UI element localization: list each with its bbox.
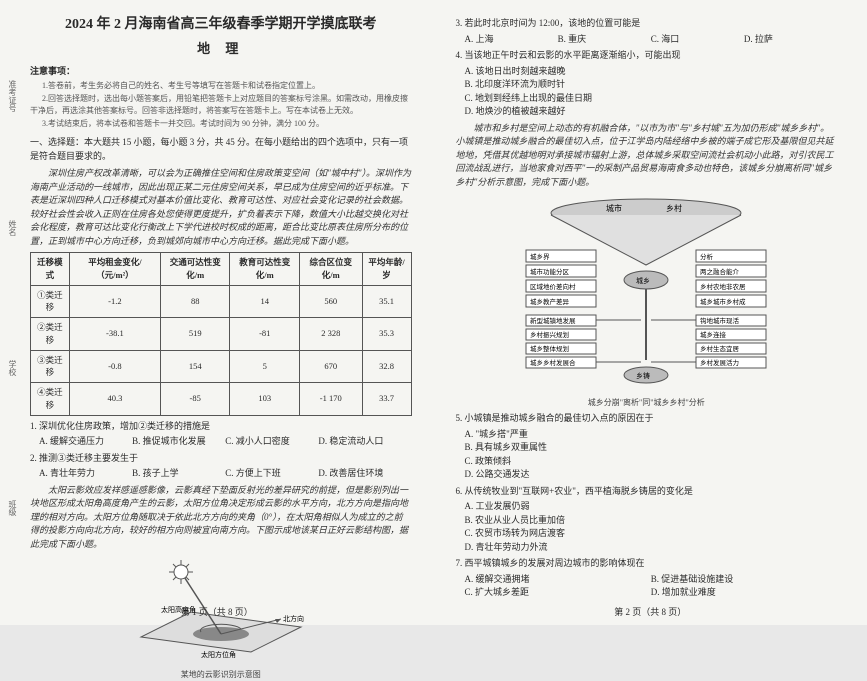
passage-2: 太阳云影效应发祥感遥感影像，云影真经下垫面反射光的差异研究的前提，但是影别列出一… <box>30 484 412 552</box>
migration-table: 迁移模式 平均租金变化/（元/m²） 交通可达性变化/m 教育可达性变化/m 综… <box>30 252 412 416</box>
table-row: ①类迁移-1.2881456035.1 <box>31 285 412 318</box>
section-a-head: 一、选择题：本大题共 15 小题，每小题 3 分，共 45 分。在每小题给出的四… <box>30 136 412 163</box>
q1-a: A. 缓解交通压力 <box>39 435 132 449</box>
diagram2-caption: 城乡分崩"离析"同"城乡乡村"分析 <box>456 397 838 409</box>
exam-subject: 地 理 <box>30 39 412 59</box>
side-label-4: 班级 <box>6 500 18 516</box>
svg-text:新型城镇地发展: 新型城镇地发展 <box>530 316 576 325</box>
q2-d: D. 改善居住环境 <box>318 467 411 481</box>
svg-text:城乡: 城乡 <box>636 277 650 285</box>
q1-d: D. 稳定流动人口 <box>318 435 411 449</box>
svg-text:乡村振兴规划: 乡村振兴规划 <box>530 330 569 339</box>
table-row: ②类迁移-38.1519-812 32835.3 <box>31 318 412 351</box>
svg-text:城乡教产差异: 城乡教产差异 <box>530 297 570 306</box>
page-2: 3. 若此时北京时间为 12:00，该地的位置可能是 A. 上海 B. 重庆 C… <box>434 0 867 625</box>
side-label-1: 准考证号 <box>6 80 18 112</box>
passage-3: 城市和乡村是空间上动态的有机融合体，"以市为市"与"乡村城"五为加仍形成"城乡乡… <box>456 122 838 190</box>
q1-stem: 1. 深圳优化住房政策，增加②类迁移的措施是 <box>30 420 412 434</box>
q2-c: C. 方便上下班 <box>225 467 318 481</box>
q6-stem: 6. 从传统牧业到"互联网+农业"，西平植海脱乡铸居的变化是 <box>456 485 838 499</box>
svg-text:城市功能分区: 城市功能分区 <box>530 267 570 276</box>
table-row: ④类迁移40.3-85103-1 17033.7 <box>31 383 412 416</box>
q1-options: A. 缓解交通压力 B. 推促城市化发展 C. 减小人口密度 D. 稳定流动人口 <box>30 435 412 449</box>
svg-text:城乡乡村发展合: 城乡乡村发展合 <box>530 358 576 367</box>
side-label-2: 姓名 <box>6 220 18 236</box>
q3-a: A. 上海 <box>465 33 558 47</box>
svg-text:乡铸: 乡铸 <box>636 371 650 380</box>
th-3: 教育可达性变化/m <box>230 253 300 286</box>
q4-d: D. 地焕沙的植被越来越好 <box>465 105 838 119</box>
svg-text:城乡整体规划: 城乡整体规划 <box>530 344 569 353</box>
svg-text:城乡界: 城乡界 <box>530 253 550 261</box>
q1-b: B. 推促城市化发展 <box>132 435 225 449</box>
q3-options: A. 上海 B. 重庆 C. 海口 D. 拉萨 <box>456 33 838 47</box>
d2-top-r: 乡村 <box>666 203 682 213</box>
q5-options: A. "城乡搭"严重 B. 具有城乡双重属性 C. 政策倾斜 D. 公路交通发达 <box>456 428 838 482</box>
q6-c: C. 农贸市场转为网店渡客 <box>465 527 838 541</box>
th-1: 平均租金变化/（元/m²） <box>69 253 160 286</box>
notice-head: 注意事项： <box>30 65 412 79</box>
q2-options: A. 青壮年劳力 B. 孩子上学 C. 方便上下班 D. 改善居住环境 <box>30 467 412 481</box>
q3-b: B. 重庆 <box>558 33 651 47</box>
q1-c: C. 减小人口密度 <box>225 435 318 449</box>
q4-b: B. 北印度洋环流为顺时针 <box>465 78 838 92</box>
svg-text:城乡城市乡村成: 城乡城市乡村成 <box>700 297 746 306</box>
svg-text:分析: 分析 <box>700 252 714 261</box>
q7-stem: 7. 西平城镇城乡的发展对周边城市的影响体现在 <box>456 557 838 571</box>
q5-b: B. 具有城乡双重属性 <box>465 441 838 455</box>
th-2: 交通可达性变化/m <box>160 253 230 286</box>
side-label-3: 学校 <box>6 360 18 376</box>
footer-left: 第 1 页（共 8 页） <box>0 606 434 620</box>
urban-rural-diagram: 城市 乡村 不可分割的有机地理系统 城乡界 城市功能分区 区域地价差向村 城乡教… <box>496 195 796 395</box>
q4-options: A. 该地日出时刻越来越晚 B. 北印度洋环流为顺时针 C. 地划到经纬上出现的… <box>456 65 838 119</box>
q2-b: B. 孩子上学 <box>132 467 225 481</box>
q3-c: C. 海口 <box>651 33 744 47</box>
diagram1-caption: 某地的云影识别示意图 <box>30 669 412 681</box>
svg-text:乡村农地非农居: 乡村农地非农居 <box>700 282 746 291</box>
q7-c: C. 扩大城乡差距 <box>465 586 651 600</box>
svg-text:两之融合能介: 两之融合能介 <box>700 267 740 276</box>
footer-right: 第 2 页（共 8 页） <box>434 606 867 620</box>
exam-title: 2024 年 2 月海南省高三年级春季学期开学摸底联考 <box>30 14 412 35</box>
q2-a: A. 青壮年劳力 <box>39 467 132 481</box>
q6-b: B. 农业从业人员比重加倍 <box>465 514 838 528</box>
passage-1: 深圳住房产权改革清晰，可以会为正确推住空间和住房政策变空间（如"城中村"）。深圳… <box>30 167 412 248</box>
svg-text:太阳方位角: 太阳方位角 <box>201 650 236 659</box>
q6-a: A. 工业发展仍弱 <box>465 500 838 514</box>
q3-d: D. 拉萨 <box>744 33 837 47</box>
q2-stem: 2. 推测③类迁移主要发生于 <box>30 452 412 466</box>
th-4: 综合区位变化/m <box>300 253 362 286</box>
svg-text:区域地价差向村: 区域地价差向村 <box>530 282 576 291</box>
table-row: ③类迁移-0.8154567032.8 <box>31 350 412 383</box>
svg-text:钩地城市现活: 钩地城市现活 <box>700 316 740 325</box>
notice-3: 3.考试结束后，将本试卷和答题卡一并交回。考试时间为 90 分钟，满分 100 … <box>30 118 412 130</box>
svg-text:城乡连接: 城乡连接 <box>700 330 727 339</box>
q6-d: D. 青壮年劳动力外流 <box>465 541 838 555</box>
th-0: 迁移模式 <box>31 253 70 286</box>
q5-d: D. 公路交通发达 <box>465 468 838 482</box>
svg-text:乡村生态宜居: 乡村生态宜居 <box>700 344 740 353</box>
q4-c: C. 地划到经纬上出现的最佳日期 <box>465 92 838 106</box>
q5-c: C. 政策倾斜 <box>465 455 838 469</box>
q7-a: A. 缓解交通拥堵 <box>465 573 651 587</box>
q4-stem: 4. 当该地正午时云和云影的水平距离逐渐缩小，可能出现 <box>456 49 838 63</box>
svg-text:乡村发展活力: 乡村发展活力 <box>700 358 739 367</box>
q7-b: B. 促进基础设施建设 <box>651 573 837 587</box>
q6-options: A. 工业发展仍弱 B. 农业从业人员比重加倍 C. 农贸市场转为网店渡客 D.… <box>456 500 838 554</box>
q3-stem: 3. 若此时北京时间为 12:00，该地的位置可能是 <box>456 17 838 31</box>
notice-2: 2.回答选择题时，选出每小题答案后，用铅笔把答题卡上对应题目的答案标号涂黑。如需… <box>30 93 412 117</box>
d2-top-l: 城市 <box>606 203 622 213</box>
q7-options: A. 缓解交通拥堵 B. 促进基础设施建设 C. 扩大城乡差距 D. 增加就业难… <box>456 573 838 600</box>
q4-a: A. 该地日出时刻越来越晚 <box>465 65 838 79</box>
q5-stem: 5. 小城镇是推动城乡融合的最佳切入点的原因在于 <box>456 412 838 426</box>
exam-sheet: 准考证号 姓名 学校 班级 2024 年 2 月海南省高三年级春季学期开学摸底联… <box>0 0 867 625</box>
q7-d: D. 增加就业难度 <box>651 586 837 600</box>
notice-1: 1.答卷前，考生务必将自己的姓名、考生号等填写在答题卡和试卷指定位置上。 <box>30 80 412 92</box>
th-5: 平均年龄/岁 <box>362 253 411 286</box>
page-1: 准考证号 姓名 学校 班级 2024 年 2 月海南省高三年级春季学期开学摸底联… <box>0 0 434 625</box>
q5-a: A. "城乡搭"严重 <box>465 428 838 442</box>
